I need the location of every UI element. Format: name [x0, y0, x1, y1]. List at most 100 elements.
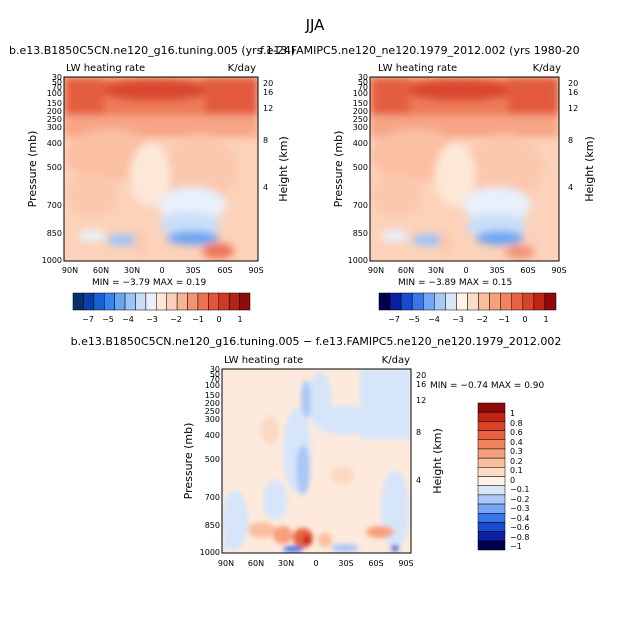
- y-tick-label: 700: [205, 493, 220, 502]
- colorbar-swatch: [477, 476, 506, 486]
- colorbar-swatch: [477, 531, 506, 542]
- colorbar-swatch: [389, 292, 402, 311]
- colorbar-label: 1: [237, 315, 242, 324]
- colorbar-label: 0.8: [510, 419, 523, 428]
- panel-subtitle: b.e13.B1850C5CN.ne120_g16.tuning.005 − f…: [71, 335, 562, 348]
- y-tick-label: 1000: [42, 256, 62, 265]
- y-axis-left: 30 50 70 100 150 200 250 300 400 500 700…: [332, 73, 368, 265]
- y2-tick-label: 12: [263, 104, 273, 113]
- colorbar-swatch: [218, 292, 230, 311]
- y-tick-label: 50: [210, 370, 220, 379]
- y-tick-label: 400: [353, 139, 368, 148]
- y2-tick-label: 8: [416, 428, 421, 437]
- y-tick-label: 850: [47, 229, 62, 238]
- colorbar-labels: 1 0.8 0.6 0.4 0.3 0.2 0.1 0 −0.1 −0.2 −0…: [510, 409, 529, 551]
- y2-axis-label: Height (km): [431, 428, 444, 494]
- colorbar-label: 0.3: [510, 447, 523, 456]
- x-tick-label: 30N: [278, 559, 294, 568]
- colorbar-label: 0: [216, 315, 221, 324]
- plot-frame: [369, 76, 560, 262]
- colorbar-label: −0.1: [510, 485, 529, 494]
- colorbar-swatch: [477, 503, 506, 514]
- colorbar-swatch: [423, 292, 435, 311]
- y2-tick-label: 16: [263, 88, 273, 97]
- panel-units: K/day: [533, 63, 561, 74]
- x-tick-label: 90S: [551, 266, 566, 275]
- y-tick-label: 300: [353, 123, 368, 132]
- x-axis: 90N 60N 30N 0 30S 60S 90S: [62, 266, 264, 275]
- y2-tick-label: 12: [416, 396, 426, 405]
- y-tick-label: 850: [205, 521, 220, 530]
- y-tick-label: 300: [47, 123, 62, 132]
- colorbar-label: −0.2: [510, 495, 529, 504]
- colorbar-swatch: [456, 292, 468, 311]
- colorbar-swatch: [208, 292, 220, 311]
- y2-tick-label: 12: [568, 104, 578, 113]
- y-tick-label: 700: [47, 201, 62, 210]
- colorbar-swatch: [93, 292, 105, 311]
- colorbar-swatch: [145, 292, 157, 311]
- colorbar-swatch: [477, 411, 506, 422]
- x-tick-label: 30N: [428, 266, 444, 275]
- colorbar-swatch: [477, 522, 506, 532]
- colorbar-label: −1: [192, 315, 204, 324]
- y-tick-label: 100: [47, 89, 62, 98]
- colorbar-label: −1: [510, 542, 522, 551]
- x-tick-label: 30S: [185, 266, 200, 275]
- panel-top-left: b.e13.B1850C5CN.ne120_g16.tuning.005 (yr…: [9, 44, 295, 324]
- y-tick-label: 300: [205, 415, 220, 424]
- y-tick-label: 70: [52, 83, 62, 92]
- x-tick-label: 30S: [489, 266, 504, 275]
- y-tick-label: 70: [210, 375, 220, 384]
- y-tick-label: 700: [353, 201, 368, 210]
- y-tick-label: 400: [47, 139, 62, 148]
- panel-units: K/day: [382, 355, 410, 366]
- y2-axis-label: Height (km): [277, 136, 290, 202]
- colorbar-label: 0: [510, 476, 515, 485]
- y-tick-label: 500: [47, 163, 62, 172]
- colorbar-swatch: [239, 292, 251, 311]
- y2-tick-label: 8: [568, 136, 573, 145]
- y-tick-label: 250: [47, 115, 62, 124]
- colorbar-label: 1: [510, 409, 515, 418]
- y-axis-label: Pressure (mb): [332, 131, 345, 208]
- heatmap-field: [222, 369, 411, 553]
- colorbar-label: −7: [82, 315, 94, 324]
- x-tick-label: 30S: [338, 559, 353, 568]
- colorbar-labels: −7 −5 −4 −3 −2 −1 0 1: [388, 315, 548, 324]
- colorbar-label: −5: [102, 315, 114, 324]
- y-axis-label: Pressure (mb): [26, 131, 39, 208]
- panel-left-label: LW heating rate: [224, 355, 303, 366]
- y-tick-label: 30: [52, 73, 62, 82]
- colorbar-label: −0.3: [510, 504, 529, 513]
- colorbar-swatch: [166, 292, 178, 311]
- colorbar-swatch: [489, 292, 501, 311]
- y-tick-label: 400: [205, 431, 220, 440]
- colorbar-swatch: [83, 292, 95, 311]
- colorbar-label: −2: [170, 315, 182, 324]
- colorbar-swatch: [533, 292, 546, 311]
- colorbar-swatch: [477, 448, 506, 459]
- x-tick-label: 90N: [368, 266, 384, 275]
- x-tick-label: 60N: [248, 559, 264, 568]
- colorbar-vertical: [477, 402, 506, 551]
- colorbar-swatch: [434, 292, 446, 311]
- colorbar-swatch: [477, 540, 506, 551]
- colorbar-swatch: [197, 292, 209, 311]
- colorbar-swatch: [378, 292, 391, 311]
- colorbar-label: 0.1: [510, 466, 523, 475]
- y-axis-left: 30 50 70 100 150 200 250 300 400 500 700…: [26, 73, 62, 265]
- y-tick-label: 250: [205, 407, 220, 416]
- y-tick-label: 50: [358, 78, 368, 87]
- x-tick-label: 60S: [217, 266, 232, 275]
- y-tick-label: 150: [353, 99, 368, 108]
- colorbar-label: −1: [498, 315, 510, 324]
- colorbar-swatch: [400, 292, 413, 311]
- y-axis-right: 20 16 12 8 4 Height (km): [568, 79, 596, 202]
- x-tick-label: 60S: [368, 559, 383, 568]
- colorbar-swatch: [228, 292, 240, 311]
- x-tick-label: 60S: [520, 266, 535, 275]
- y-tick-label: 500: [353, 163, 368, 172]
- x-tick-label: 30N: [124, 266, 140, 275]
- x-tick-label: 60N: [93, 266, 109, 275]
